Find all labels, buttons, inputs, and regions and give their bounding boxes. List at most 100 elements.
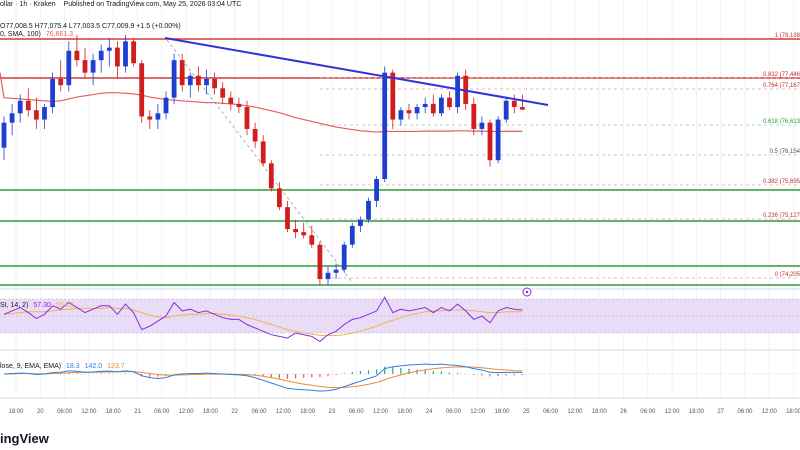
- x-tick-label: 12:00: [470, 409, 486, 415]
- published-label: Published on TradingView.com, May 25, 20…: [63, 1, 242, 8]
- x-tick-label: 18:00: [8, 409, 24, 415]
- candle-body: [50, 78, 55, 108]
- x-tick-label: 18:00: [689, 409, 705, 415]
- x-tick-label: 18:00: [494, 409, 510, 415]
- ohlc-high: H77,075.4: [34, 23, 67, 30]
- rsi-ma-value: 55.02: [55, 302, 74, 309]
- x-tick-label: 12:00: [762, 409, 778, 415]
- candle-body: [163, 97, 169, 114]
- x-tick-label: 06:00: [57, 409, 73, 415]
- macd-line: [3, 363, 523, 392]
- bearish-trend-line[interactable]: [164, 37, 549, 106]
- ohlc-legend: O77,008.5 H77,075.4 L77,003.5 C77,009.9 …: [0, 23, 181, 30]
- x-tick-label: 12:00: [567, 409, 583, 415]
- candle-body: [495, 119, 501, 161]
- candle-body: [503, 100, 509, 120]
- candle-body: [325, 272, 331, 280]
- candle-body: [341, 244, 347, 270]
- ohlc-close: C77,009.9: [102, 23, 135, 30]
- candle-body: [358, 219, 363, 226]
- candle-body: [293, 229, 298, 233]
- x-tick-label: 06:00: [640, 409, 656, 415]
- candle-body: [98, 50, 104, 61]
- ohlc-open: O77,008.5: [0, 23, 33, 30]
- fib-level-label: 0 (74,205: [775, 272, 800, 278]
- candle-body: [366, 200, 371, 220]
- candle-body: [487, 122, 493, 161]
- x-tick-label: 06:00: [446, 409, 462, 415]
- fib-level-label: 0.382 (75,695: [763, 179, 800, 185]
- candle-body: [277, 188, 282, 208]
- fib-level-label: 1 (78,138: [775, 33, 800, 39]
- candle-body: [17, 100, 23, 114]
- candle-body: [382, 72, 388, 179]
- fib-level-label: 0.832 (77,446: [763, 72, 800, 78]
- sma-value: 76,661.3: [45, 31, 74, 38]
- x-tick-label: 20: [37, 409, 44, 415]
- candle-body: [58, 78, 64, 86]
- candle-body: [252, 128, 258, 142]
- time-axis: 18:00 20 06:00 12:00 18:00 21 06:00 12:00 18:00 2…: [8, 409, 800, 415]
- x-tick-label: 18:00: [397, 409, 413, 415]
- x-tick-label: 12:00: [373, 409, 389, 415]
- candle-body: [317, 244, 323, 280]
- x-tick-label: 26: [620, 409, 627, 415]
- x-tick-label: 21: [134, 409, 141, 415]
- candle-body: [455, 75, 460, 108]
- candle-body: [171, 60, 177, 98]
- candle-body: [349, 225, 355, 245]
- x-tick-label: 18:00: [786, 409, 800, 415]
- candle-body: [398, 110, 404, 120]
- candle-body: [74, 50, 80, 61]
- x-tick-label: 06:00: [737, 409, 753, 415]
- ohlc-low: L77,003.5: [68, 23, 101, 30]
- candle-body: [471, 103, 477, 129]
- candle-body: [520, 107, 525, 110]
- candle-body: [90, 60, 96, 73]
- candle-body: [42, 107, 47, 120]
- sma-100-line: [0, 72, 523, 133]
- candle-body: [34, 110, 39, 120]
- rsi-legend: SI, 14, 2) 57.30 55.02: [0, 302, 73, 309]
- x-tick-label: 25: [523, 409, 530, 415]
- candle-body: [106, 47, 112, 51]
- x-tick-label: 12:00: [276, 409, 292, 415]
- fib-retracement[interactable]: 1 (78,138 0.832 (77,446 0.764 (77,167 0.618…: [320, 33, 800, 279]
- candlesticks: [1, 35, 525, 286]
- candle-body: [236, 103, 242, 108]
- ohlc-change: +1.5 (+0.00%): [136, 23, 181, 30]
- candle-body: [390, 72, 396, 120]
- x-tick-label: 18:00: [300, 409, 316, 415]
- macd-value: 142.0: [84, 363, 103, 370]
- x-tick-label: 12:00: [665, 409, 681, 415]
- publish-line: ollar · 1h · Kraken Published on Trading…: [0, 1, 241, 8]
- candle-body: [220, 88, 226, 98]
- sma-label: 0, SMA, 100): [0, 31, 41, 38]
- rsi-value: 57.30: [33, 302, 51, 309]
- x-tick-label: 18:00: [106, 409, 122, 415]
- candle-body: [1, 122, 7, 148]
- fib-level-label: 0.5 (76,154: [770, 149, 800, 155]
- candle-body: [196, 75, 201, 86]
- candle-body: [179, 60, 185, 86]
- candle-body: [439, 97, 444, 114]
- x-tick-label: 06:00: [543, 409, 559, 415]
- candle-body: [244, 107, 250, 129]
- tradingview-logo[interactable]: ingView: [0, 431, 49, 446]
- candle-body: [25, 100, 31, 111]
- candle-body: [301, 232, 307, 236]
- rsi-label: SI, 14, 2): [0, 302, 29, 309]
- x-tick-label: 06:00: [251, 409, 267, 415]
- source-label: ollar · 1h · Kraken: [0, 1, 56, 8]
- fib-level-label: 0.764 (77,167: [763, 83, 800, 89]
- x-tick-label: 06:00: [154, 409, 170, 415]
- candle-body: [123, 41, 128, 67]
- candle-body: [309, 235, 315, 245]
- candle-body: [139, 63, 145, 117]
- x-tick-label: 12:00: [179, 409, 195, 415]
- x-tick-label: 06:00: [349, 409, 365, 415]
- candle-body: [268, 163, 274, 189]
- brand-text: ingView: [0, 431, 49, 446]
- fib-level-label: 0.236 (75,127: [763, 213, 800, 219]
